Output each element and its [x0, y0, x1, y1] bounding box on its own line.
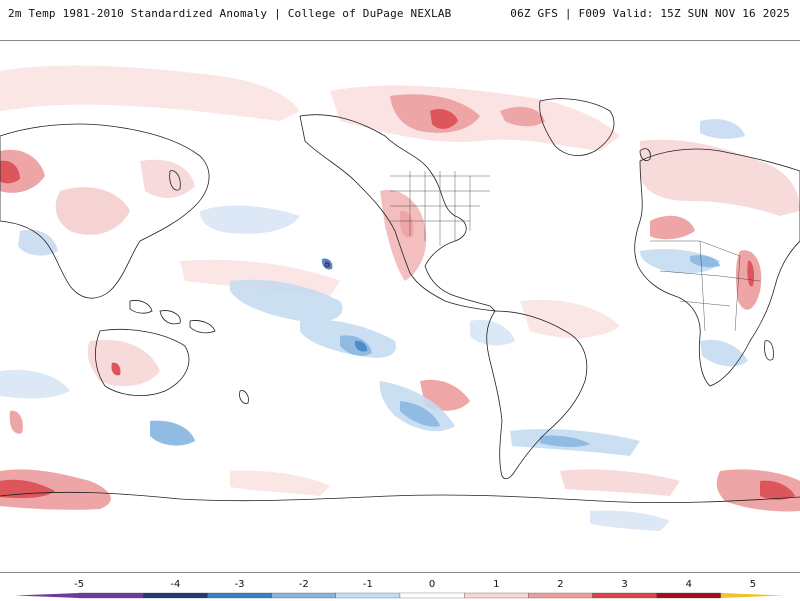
- africa-europe-outline: [634, 148, 800, 387]
- colorbar-segment: [464, 592, 529, 599]
- colorbar-tick-label: 0: [429, 579, 435, 590]
- island-outline: [189, 320, 216, 334]
- colorbar-tick-label: 5: [750, 579, 756, 590]
- model-run-valid-time: 06Z GFS | F009 Valid: 15Z SUN NOV 16 202…: [510, 7, 790, 20]
- anomaly-map: [0, 41, 800, 572]
- colorbar-segment: [335, 592, 401, 599]
- colorbar-segment: [528, 592, 593, 599]
- antarctica-outline: [0, 491, 800, 504]
- colorbar-tick-label: -5: [74, 579, 84, 590]
- greenland-outline: [539, 98, 615, 156]
- colorbar-tick-label: 4: [686, 579, 692, 590]
- colorbar-tick-label: -3: [235, 579, 245, 590]
- colorbar-segment: [592, 592, 657, 599]
- colorbar-tick-label: 3: [621, 579, 627, 590]
- colorbar-segment: [656, 592, 721, 599]
- colorbar-tick-label: -2: [299, 579, 309, 590]
- japan-outline: [169, 170, 181, 191]
- colorbar-labels: -5 -4 -3 -2 -1 0 1 2 3 4 5: [74, 579, 756, 590]
- colorbar-segment: [399, 592, 465, 599]
- australia-outline: [95, 328, 190, 396]
- uk-outline: [639, 148, 651, 161]
- island-outline: [129, 300, 153, 314]
- colorbar-segment: [79, 592, 144, 599]
- hawaii-outline: [324, 262, 330, 268]
- colorbar-segment: [143, 592, 208, 599]
- new-zealand-outline: [239, 390, 249, 404]
- madagascar-outline: [764, 340, 774, 361]
- africa-country-borders: [650, 240, 761, 332]
- colorbar-segments: [15, 592, 785, 599]
- warm-anomaly-layer: [0, 65, 800, 512]
- map-header: 2m Temp 1981-2010 Standardized Anomaly |…: [0, 0, 800, 41]
- colorbar-segment: [271, 592, 336, 599]
- colorbar-tick-label: -4: [170, 579, 180, 590]
- colorbar-max-extension: [720, 593, 785, 598]
- us-state-borders: [390, 171, 490, 246]
- colorbar-segment: [207, 592, 272, 599]
- island-outline: [159, 310, 181, 325]
- map-title: 2m Temp 1981-2010 Standardized Anomaly |…: [8, 7, 452, 20]
- colorbar-tick-label: -1: [363, 579, 373, 590]
- asia-outline: [0, 123, 210, 299]
- colorbar-tick-label: 2: [557, 579, 563, 590]
- colorbar: -5 -4 -3 -2 -1 0 1 2 3 4 5: [0, 572, 800, 601]
- anomaly-map-svg: [0, 41, 800, 572]
- north-america-outline: [299, 114, 497, 312]
- colorbar-min-extension: [15, 593, 80, 598]
- colorbar-tick-label: 1: [493, 579, 499, 590]
- south-america-outline: [486, 310, 588, 480]
- coastlines: [0, 98, 800, 504]
- colorbar-svg: -5 -4 -3 -2 -1 0 1 2 3 4 5: [15, 579, 785, 599]
